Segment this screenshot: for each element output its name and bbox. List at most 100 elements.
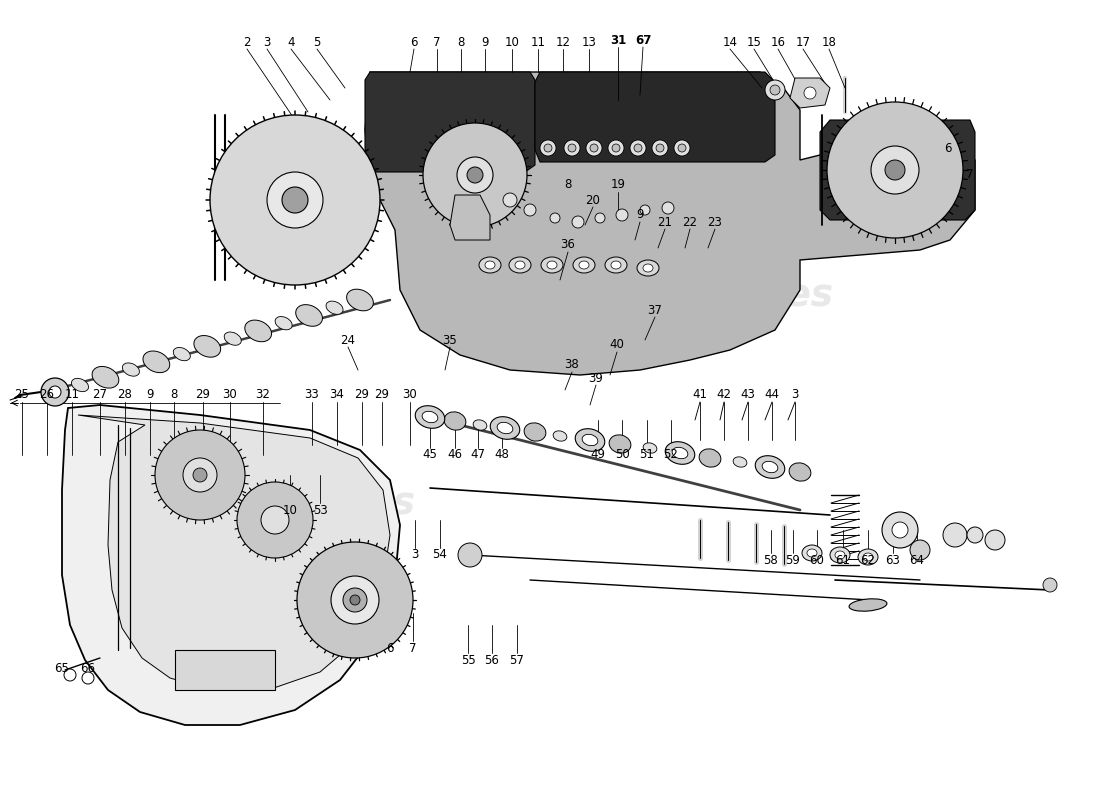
Text: 53: 53 [312,503,328,517]
Ellipse shape [72,378,88,392]
Circle shape [630,140,646,156]
Circle shape [910,540,930,560]
Text: 10: 10 [283,503,297,517]
Text: 23: 23 [707,215,723,229]
Ellipse shape [807,549,817,557]
Circle shape [892,522,907,538]
Text: 67: 67 [635,34,651,46]
Ellipse shape [553,431,566,441]
Text: 3: 3 [791,389,799,402]
Text: 56: 56 [485,654,499,666]
Circle shape [261,506,289,534]
Ellipse shape [547,261,557,269]
Ellipse shape [756,456,784,478]
Ellipse shape [497,422,513,434]
Circle shape [827,102,962,238]
Text: 27: 27 [92,389,108,402]
Circle shape [612,144,620,152]
Ellipse shape [444,412,466,430]
Text: 49: 49 [591,449,605,462]
Ellipse shape [700,449,720,467]
Text: 30: 30 [403,389,417,402]
Circle shape [540,140,556,156]
Text: 22: 22 [682,215,697,229]
Text: 43: 43 [740,389,756,402]
Circle shape [595,213,605,223]
Polygon shape [78,415,390,690]
Circle shape [674,140,690,156]
Circle shape [1043,578,1057,592]
Text: 6: 6 [386,642,394,654]
Ellipse shape [194,335,221,357]
Text: 33: 33 [305,389,319,402]
Ellipse shape [575,429,605,451]
Text: 51: 51 [639,449,654,462]
Circle shape [886,160,905,180]
Text: 6: 6 [944,142,952,154]
Ellipse shape [541,257,563,273]
Ellipse shape [644,264,653,272]
Ellipse shape [224,332,241,346]
Text: 6: 6 [410,35,418,49]
Circle shape [183,458,217,492]
Circle shape [236,482,314,558]
Polygon shape [175,650,275,690]
Circle shape [210,115,380,285]
Text: 47: 47 [471,449,485,462]
Circle shape [331,576,379,624]
Circle shape [524,204,536,216]
Circle shape [544,144,552,152]
Circle shape [656,144,664,152]
Ellipse shape [637,260,659,276]
Text: 9: 9 [146,389,154,402]
Text: 8: 8 [458,35,464,49]
Circle shape [41,378,69,406]
Text: 29: 29 [374,389,389,402]
Circle shape [608,140,624,156]
Ellipse shape [610,261,621,269]
Text: 60: 60 [810,554,824,566]
Ellipse shape [830,547,850,563]
Ellipse shape [762,462,778,473]
Circle shape [662,202,674,214]
Ellipse shape [415,406,444,428]
Text: 15: 15 [747,35,761,49]
Ellipse shape [835,551,845,559]
Circle shape [343,588,367,612]
Ellipse shape [296,305,322,326]
Text: 30: 30 [222,389,238,402]
Text: 44: 44 [764,389,780,402]
Ellipse shape [491,417,520,439]
Text: 34: 34 [330,389,344,402]
Text: 16: 16 [770,35,785,49]
Text: 50: 50 [615,449,629,462]
Text: 46: 46 [448,449,462,462]
Ellipse shape [858,549,878,565]
Text: 42: 42 [716,389,732,402]
Text: 7: 7 [409,642,417,654]
Text: 26: 26 [40,389,55,402]
Polygon shape [365,72,975,375]
Text: 8: 8 [564,178,572,191]
Ellipse shape [609,435,631,453]
Text: 7: 7 [433,35,441,49]
Ellipse shape [666,442,695,464]
Ellipse shape [422,411,438,422]
Circle shape [155,430,245,520]
Text: 5: 5 [314,35,321,49]
Ellipse shape [672,447,688,458]
Polygon shape [62,405,400,725]
Circle shape [882,512,918,548]
Text: 8: 8 [170,389,178,402]
Circle shape [943,523,967,547]
Circle shape [640,205,650,215]
Text: 12: 12 [556,35,571,49]
Text: 58: 58 [763,554,779,566]
Ellipse shape [245,320,272,342]
Text: 59: 59 [785,554,801,566]
Text: 65: 65 [55,662,69,674]
Circle shape [550,213,560,223]
Circle shape [64,669,76,681]
Circle shape [267,172,323,228]
Text: 11: 11 [65,389,79,402]
